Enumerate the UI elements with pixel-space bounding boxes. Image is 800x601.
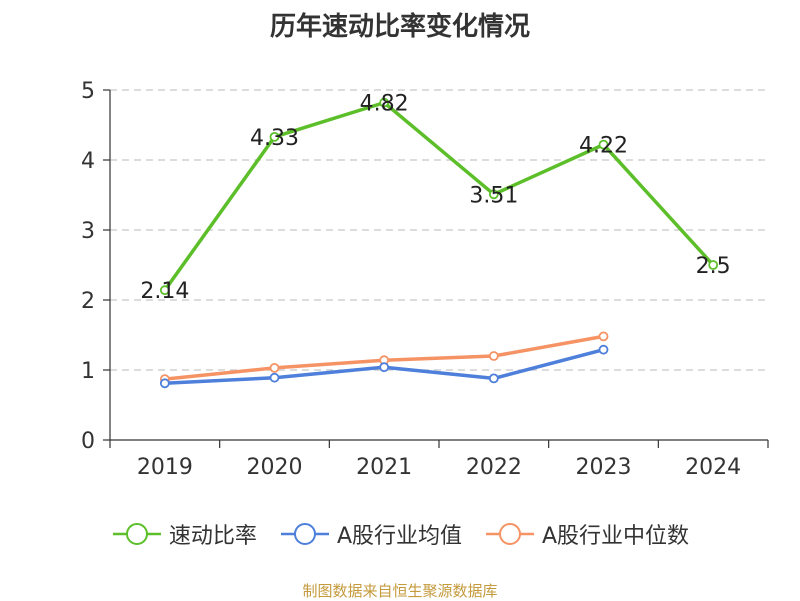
x-tick-label: 2020: [247, 455, 303, 480]
data-point: [159, 285, 170, 296]
x-tick-label: 2022: [466, 455, 522, 480]
legend-marker: [499, 523, 521, 545]
y-tick-label: 1: [81, 359, 95, 384]
legend-label: 速动比率: [168, 524, 257, 549]
y-tick-label: 2: [81, 289, 95, 314]
data-label: 2.14: [140, 279, 189, 304]
data-point: [488, 373, 499, 384]
series-lines: [159, 97, 719, 389]
legend-marker: [125, 523, 148, 545]
data-label: 2.5: [696, 254, 731, 279]
data-point: [159, 378, 170, 389]
data-point: [598, 331, 609, 342]
data-labels: 2.14 4.33 4.82 3.51 4.22 2.5: [140, 92, 730, 305]
y-tick-label: 5: [81, 79, 95, 104]
legend-item[interactable]: 速动比率: [111, 518, 257, 550]
legend: 速动比率 A股行业均值 A股行业中位数: [0, 518, 800, 550]
legend-marker: [293, 523, 316, 545]
legend-swatch-icon: [112, 523, 161, 545]
data-point: [598, 139, 609, 150]
series-line: [163, 100, 715, 292]
data-point: [269, 372, 280, 383]
legend-label: A股行业均值: [336, 524, 462, 549]
x-tick-label: 2019: [137, 455, 193, 480]
data-point: [379, 362, 390, 373]
data-point: [488, 351, 499, 361]
data-point: [708, 260, 719, 270]
legend-item[interactable]: A股行业中位数: [484, 518, 689, 550]
data-point: [488, 189, 499, 200]
gridlines: [110, 89, 768, 371]
data-point: [598, 344, 609, 355]
legend-swatch-icon: [280, 523, 329, 545]
y-tick-label: 3: [81, 219, 95, 244]
x-tick-label: 2021: [356, 455, 412, 480]
y-tick-label: 4: [81, 149, 95, 174]
data-point: [269, 362, 280, 373]
chart-title: 历年速动比率变化情况: [269, 12, 530, 42]
data-label: 3.51: [469, 183, 518, 208]
x-tick-label: 2024: [685, 455, 741, 480]
data-label: 4.82: [360, 92, 409, 117]
axes: 0 1 2 3 4 5 2019 2020 2021 2022 2023 2024: [81, 79, 769, 480]
data-label: 4.33: [250, 126, 299, 151]
source-note: 制图数据来自恒生聚源数据库: [302, 582, 498, 600]
data-point: [379, 97, 390, 108]
data-point: [269, 131, 280, 142]
legend-swatch-icon: [486, 523, 534, 545]
legend-item[interactable]: A股行业均值: [279, 518, 462, 550]
x-tick-label: 2023: [576, 455, 632, 480]
y-tick-label: 0: [81, 429, 95, 454]
line-chart: 0 1 2 3 4 5 2019 2020 2021 2022 2023 2024 2.14 4.33 4…: [81, 79, 769, 480]
legend-label: A股行业中位数: [542, 524, 690, 549]
data-label: 4.22: [579, 134, 628, 159]
